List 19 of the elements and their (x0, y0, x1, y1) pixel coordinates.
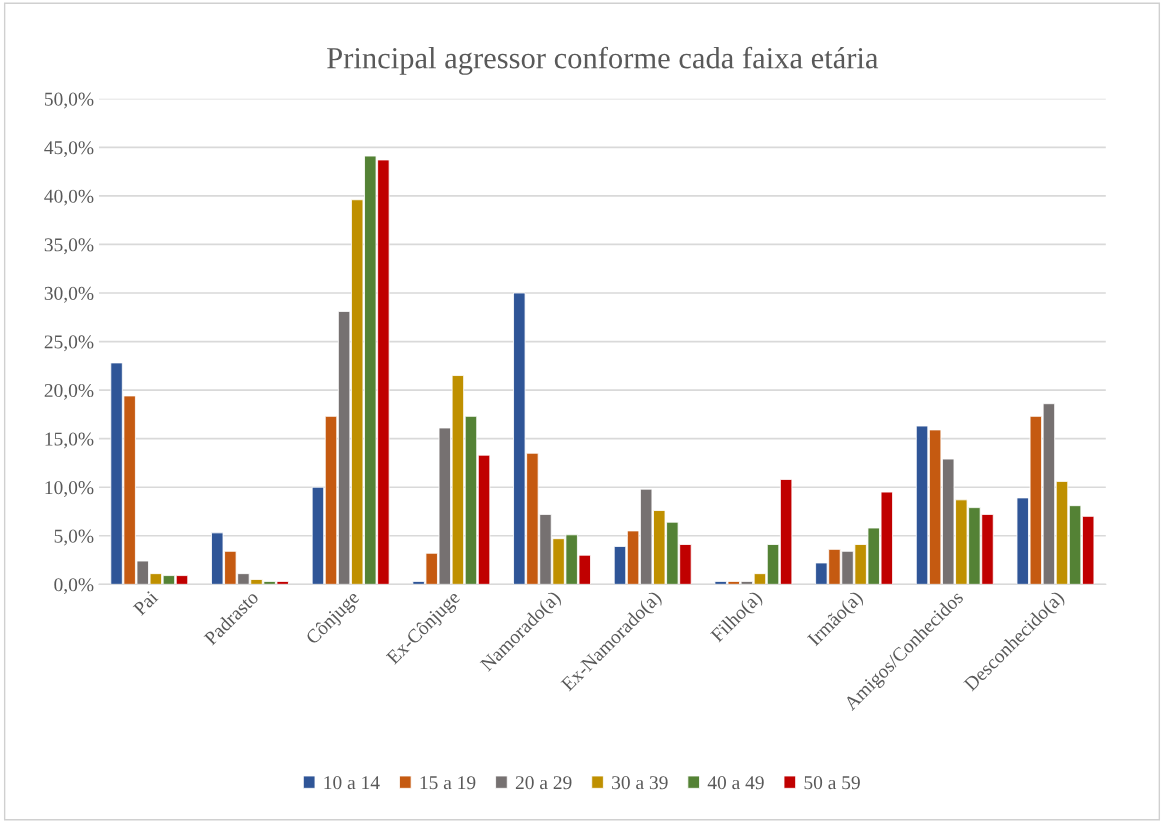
legend-label: 20 a 29 (515, 776, 572, 790)
y-tick-label: 35,0% (44, 238, 94, 255)
legend-label: 15 a 19 (420, 776, 476, 790)
y-tick-label: 15,0% (45, 432, 94, 449)
y-tick-label: 40,0% (44, 189, 94, 206)
y-tick-label: 45,0% (44, 141, 94, 158)
y-tick-label: 20,0% (44, 383, 94, 400)
chart-title: Principal agressor conforme cada faixa etária (327, 46, 879, 75)
y-tick-label: 25,0% (44, 335, 94, 352)
y-tick-label: 5,0% (54, 529, 94, 546)
y-tick-label: 10,0% (45, 481, 94, 497)
x-tick-label: Pai (132, 589, 159, 617)
legend-label: 30 a 39 (612, 776, 668, 790)
y-tick-label: 50,0% (44, 92, 94, 109)
legend-label: 10 a 14 (324, 776, 380, 790)
legend-label: 50 a 59 (804, 776, 860, 790)
y-tick-label: 0,0% (54, 578, 94, 595)
legend-label: 40 a 49 (707, 776, 764, 790)
y-tick-label: 30,0% (44, 286, 94, 303)
